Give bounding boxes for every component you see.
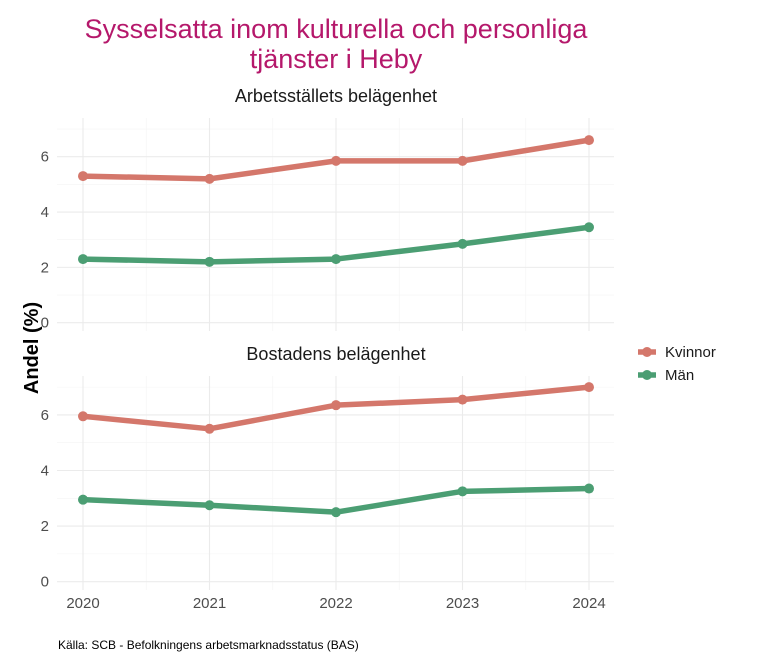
data-point (331, 155, 341, 166)
legend-label: Kvinnor (665, 344, 716, 361)
data-point (204, 256, 215, 267)
y-axis-label: Andel (%) (21, 302, 43, 394)
x-tick-label: 2023 (446, 595, 479, 612)
data-point (584, 483, 594, 494)
data-point (204, 500, 215, 511)
legend-item: Män (638, 367, 694, 384)
y-tick-label: 0 (41, 574, 49, 591)
data-point (331, 507, 341, 518)
data-point (78, 494, 88, 505)
legend-key-point (642, 347, 652, 357)
data-point (457, 486, 468, 497)
legend-label: Män (665, 367, 694, 384)
x-tick-label: 2024 (572, 595, 605, 612)
data-point (457, 394, 468, 405)
panel-title: Bostadens belägenhet (246, 344, 425, 364)
y-tick-label: 4 (41, 204, 49, 221)
chart-caption: Källa: SCB - Befolkningens arbetsmarknad… (58, 638, 359, 652)
panel-2: 0 2 4 6 Bostadens belägenhet (41, 344, 614, 591)
x-tick-label: 2021 (193, 595, 226, 612)
y-tick-label: 4 (41, 462, 49, 479)
data-point (78, 254, 88, 265)
data-point (331, 254, 341, 265)
data-point (204, 423, 215, 434)
y-tick-label: 2 (41, 518, 49, 535)
y-tick-label: 0 (41, 315, 49, 332)
chart-title-line-2: tjänster i Heby (250, 44, 423, 74)
data-point (457, 238, 468, 249)
legend-item: Kvinnor (638, 344, 716, 361)
data-point (78, 171, 88, 182)
panel-1: 0 2 4 6 Arbetsställets belägenhet (41, 86, 614, 332)
y-tick-label: 6 (41, 407, 49, 424)
data-point (331, 400, 341, 411)
legend-key-point (642, 370, 652, 380)
chart-title-line-1: Sysselsatta inom kulturella och personli… (85, 14, 589, 44)
y-tick-label: 2 (41, 259, 49, 276)
x-tick-label: 2022 (319, 595, 352, 612)
data-point (78, 411, 88, 422)
panels: 0 2 4 6 Arbetsställets belägenhet 0 2 4 6 Bostade… (41, 86, 614, 591)
panel-title: Arbetsställets belägenhet (235, 86, 437, 106)
data-point (204, 173, 215, 184)
data-point (584, 135, 594, 146)
data-point (457, 155, 468, 166)
legend: Kvinnor Män (638, 344, 716, 384)
x-tick-label: 2020 (66, 595, 99, 612)
x-axis-ticks: 2020 2021 2022 2023 2024 (66, 595, 605, 612)
data-point (584, 222, 594, 233)
data-point (584, 382, 594, 393)
y-tick-label: 6 (41, 149, 49, 166)
